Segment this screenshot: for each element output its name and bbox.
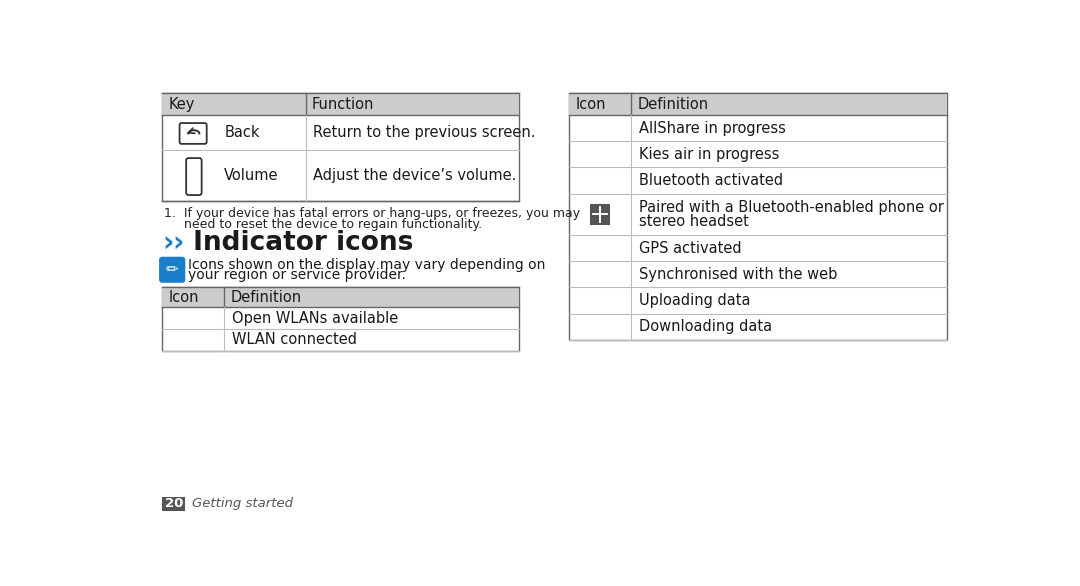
Text: Downloading data: Downloading data <box>638 319 772 334</box>
Text: Return to the previous screen.: Return to the previous screen. <box>313 125 536 140</box>
Text: Volume: Volume <box>225 168 279 183</box>
Bar <box>162 288 518 308</box>
Text: Uploading data: Uploading data <box>638 293 751 308</box>
Text: GPS activated: GPS activated <box>638 241 741 255</box>
Text: Open WLANs available: Open WLANs available <box>232 311 399 326</box>
Text: Definition: Definition <box>637 97 708 112</box>
Bar <box>162 93 518 201</box>
Text: ›: › <box>162 229 174 257</box>
Text: your region or service provider.: your region or service provider. <box>189 268 406 282</box>
FancyBboxPatch shape <box>186 158 202 195</box>
Text: ✏: ✏ <box>166 263 178 277</box>
Text: Adjust the device’s volume.: Adjust the device’s volume. <box>313 168 516 183</box>
Text: need to reset the device to regain functionality.: need to reset the device to regain funct… <box>164 218 482 231</box>
FancyBboxPatch shape <box>179 123 206 144</box>
Text: Key: Key <box>168 97 194 112</box>
Text: Getting started: Getting started <box>191 498 293 510</box>
Text: Function: Function <box>312 97 374 112</box>
Text: stereo headset: stereo headset <box>638 214 748 229</box>
Bar <box>162 497 186 511</box>
Text: Bluetooth activated: Bluetooth activated <box>638 173 783 188</box>
Text: Indicator icons: Indicator icons <box>184 230 414 256</box>
Text: WLAN connected: WLAN connected <box>232 332 356 347</box>
Text: Definition: Definition <box>230 290 301 305</box>
FancyBboxPatch shape <box>602 216 608 223</box>
Text: Icon: Icon <box>576 97 606 112</box>
Bar <box>162 93 518 115</box>
Text: Synchronised with the web: Synchronised with the web <box>638 267 837 282</box>
Bar <box>162 288 518 350</box>
Text: Icon: Icon <box>168 290 199 305</box>
Text: Kies air in progress: Kies air in progress <box>638 146 779 162</box>
FancyBboxPatch shape <box>592 206 598 213</box>
Text: AllShare in progress: AllShare in progress <box>638 121 785 135</box>
Text: ›: › <box>172 229 184 257</box>
Text: Icons shown on the display may vary depending on: Icons shown on the display may vary depe… <box>189 258 545 272</box>
Text: 1.  If your device has fatal errors or hang-ups, or freezes, you may: 1. If your device has fatal errors or ha… <box>164 207 580 220</box>
Bar <box>569 93 947 115</box>
Bar <box>569 93 947 340</box>
FancyBboxPatch shape <box>602 206 608 213</box>
FancyBboxPatch shape <box>160 257 185 282</box>
Text: Paired with a Bluetooth-enabled phone or: Paired with a Bluetooth-enabled phone or <box>638 200 944 215</box>
FancyBboxPatch shape <box>592 216 598 223</box>
Text: Back: Back <box>225 125 259 140</box>
Text: 20: 20 <box>164 498 183 510</box>
